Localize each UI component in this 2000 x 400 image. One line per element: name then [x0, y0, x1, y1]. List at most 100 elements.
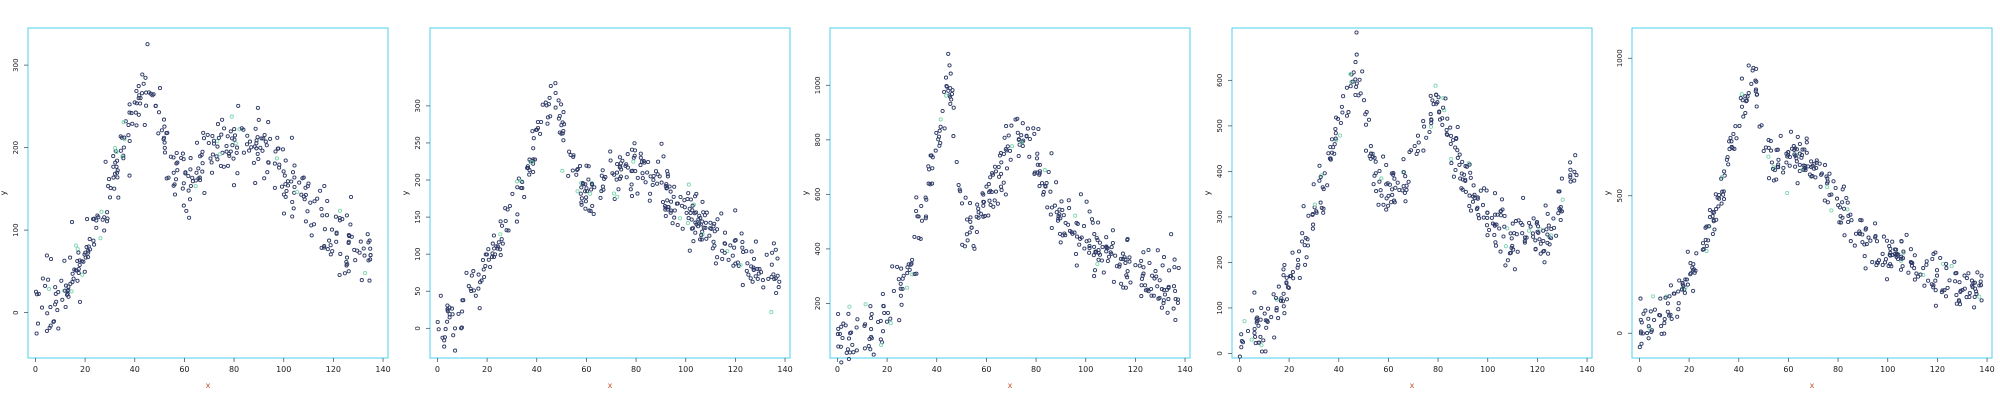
data-point [1354, 30, 1359, 35]
data-point [347, 234, 352, 239]
data-point [1646, 324, 1651, 329]
data-point [348, 194, 354, 200]
data-point [1930, 256, 1935, 262]
data-point [722, 230, 728, 235]
data-point [722, 250, 727, 255]
data-point [964, 232, 969, 237]
data-point [981, 192, 986, 197]
data-point [751, 267, 756, 273]
data-point [672, 208, 677, 213]
data-point [1677, 278, 1682, 283]
data-point [1710, 231, 1715, 237]
data-point [1333, 131, 1338, 136]
data-point [1549, 226, 1554, 232]
data-point [954, 159, 959, 165]
data-point [1403, 174, 1408, 179]
data-point [1825, 179, 1830, 184]
data-point [231, 183, 237, 188]
data-point [663, 207, 668, 212]
data-point [1526, 228, 1532, 233]
data-point [1037, 162, 1042, 167]
data-point [210, 133, 215, 139]
data-point [693, 220, 698, 225]
data-point [1492, 232, 1497, 238]
data-point [1768, 138, 1773, 144]
data-point [319, 206, 324, 212]
data-point [919, 203, 924, 209]
data-point [619, 167, 624, 172]
data-point [1304, 255, 1309, 260]
data-point [121, 156, 126, 161]
data-point [68, 255, 73, 260]
y-tick-label: 200 [414, 173, 422, 186]
data-point [1075, 221, 1080, 226]
data-point [888, 321, 893, 326]
data-point [1097, 240, 1102, 245]
data-point [905, 265, 910, 270]
data-point [951, 134, 956, 139]
data-point [162, 150, 168, 155]
data-point [1338, 133, 1343, 138]
data-point [1445, 116, 1450, 121]
data-point [1862, 254, 1867, 259]
data-point [107, 195, 113, 200]
data-point [108, 186, 113, 191]
data-point [1914, 271, 1919, 276]
data-point [1121, 285, 1126, 290]
data-point [668, 210, 673, 215]
data-point [527, 172, 532, 177]
data-point [1716, 204, 1721, 209]
y-tick-label: 800 [814, 133, 822, 146]
data-point [1464, 164, 1469, 169]
data-point [880, 329, 886, 334]
data-point [1139, 283, 1144, 288]
data-point [1658, 296, 1663, 301]
data-point [1428, 93, 1433, 98]
data-point [1766, 154, 1771, 159]
data-point [707, 233, 712, 238]
data-point [1778, 133, 1783, 138]
data-point [194, 140, 200, 145]
plot-frame [829, 27, 1191, 359]
data-point [773, 247, 778, 252]
data-point [309, 233, 314, 238]
data-point [366, 258, 371, 263]
data-point [1451, 174, 1456, 179]
data-point [531, 169, 536, 175]
data-point [112, 145, 118, 151]
data-point [1290, 250, 1295, 255]
data-point [209, 160, 214, 165]
data-point [202, 190, 207, 196]
data-point [1311, 182, 1316, 187]
data-point [1160, 263, 1165, 268]
data-point [835, 332, 840, 337]
data-point [557, 113, 562, 119]
data-point [1537, 237, 1542, 242]
data-point [499, 237, 504, 242]
data-point [896, 277, 901, 282]
data-point [570, 168, 575, 173]
data-point [1016, 137, 1021, 142]
data-point [224, 143, 229, 149]
data-point [200, 149, 205, 154]
data-point [303, 219, 308, 224]
data-point [761, 285, 766, 290]
data-point [1020, 121, 1025, 126]
data-point [1151, 293, 1156, 298]
data-point [1074, 263, 1079, 268]
data-point [337, 208, 343, 213]
data-point [1776, 162, 1781, 167]
data-point [1729, 139, 1734, 144]
data-point [153, 103, 158, 109]
data-point [265, 170, 270, 175]
data-point [1321, 187, 1326, 192]
data-point [1668, 312, 1673, 317]
x-axis-label: x [608, 381, 613, 390]
data-point [1415, 133, 1421, 138]
data-point [1814, 158, 1819, 163]
data-point [615, 161, 620, 167]
x-tick-label: 100 [1880, 365, 1895, 374]
data-point [342, 271, 347, 276]
data-point [1538, 251, 1543, 256]
